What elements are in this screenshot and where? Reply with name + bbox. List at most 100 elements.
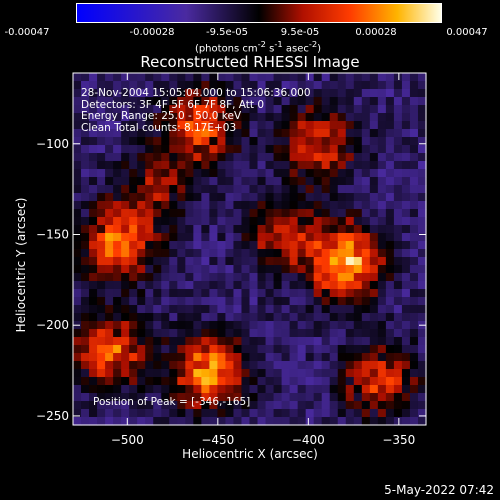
heatmap-cell xyxy=(185,345,194,354)
heatmap-cell xyxy=(177,385,186,394)
heatmap-cell xyxy=(377,273,387,282)
heatmap-cell xyxy=(209,137,219,146)
heatmap-cell xyxy=(369,257,379,266)
heatmap-cell xyxy=(137,209,146,218)
heatmap-cell xyxy=(185,257,194,266)
heatmap-cell xyxy=(201,337,210,346)
heatmap-cell xyxy=(113,129,122,138)
heatmap-cell xyxy=(201,193,210,202)
heatmap-cell xyxy=(73,169,82,178)
heatmap-cell xyxy=(73,81,82,90)
heatmap-cell xyxy=(297,377,307,386)
heatmap-cell xyxy=(369,185,379,194)
heatmap-cell xyxy=(257,385,267,394)
heatmap-cell xyxy=(161,321,170,330)
heatmap-cell xyxy=(177,129,186,138)
heatmap-cell xyxy=(153,265,162,274)
heatmap-cell xyxy=(137,377,146,386)
colorbar-tick-label: 9.5e-05 xyxy=(280,27,320,38)
heatmap-cell xyxy=(137,329,146,338)
heatmap-cell xyxy=(393,321,403,330)
heatmap-cell xyxy=(401,409,411,418)
heatmap-cell xyxy=(377,185,387,194)
heatmap-cell xyxy=(393,137,403,146)
heatmap-cell xyxy=(185,153,194,162)
annotation-time: 28-Nov-2004 15:05:04.000 to 15:06:36.000 xyxy=(81,87,311,99)
heatmap-cell xyxy=(377,121,387,130)
heatmap-cell xyxy=(105,385,114,394)
heatmap-cell xyxy=(289,201,299,210)
heatmap-cell xyxy=(145,265,154,274)
heatmap-cell xyxy=(177,249,186,258)
heatmap-cell xyxy=(273,377,283,386)
heatmap-cell xyxy=(129,97,138,106)
annotation-peak: Position of Peak = [-346,-165] xyxy=(93,396,251,408)
heatmap-cell xyxy=(393,361,403,370)
heatmap-cell xyxy=(177,113,186,122)
heatmap-cell xyxy=(177,201,186,210)
heatmap-cell xyxy=(193,145,202,154)
heatmap-cell xyxy=(153,137,162,146)
heatmap-cell xyxy=(321,329,331,338)
heatmap-cell xyxy=(385,369,395,378)
heatmap-cell xyxy=(297,361,307,370)
heatmap-cell xyxy=(73,385,82,394)
heatmap-cell xyxy=(281,185,291,194)
heatmap-cell xyxy=(353,361,363,370)
heatmap-cell xyxy=(273,89,283,98)
heatmap-cell xyxy=(217,145,227,154)
heatmap-cell xyxy=(145,209,154,218)
heatmap-cell xyxy=(393,385,403,394)
heatmap-cell xyxy=(353,241,363,250)
heatmap-cell xyxy=(265,129,275,138)
heatmap-cell xyxy=(265,121,275,130)
heatmap-cell xyxy=(337,137,347,146)
heatmap-cell xyxy=(329,281,339,290)
heatmap-cell xyxy=(105,401,114,410)
heatmap-cell xyxy=(185,113,194,122)
heatmap-cell xyxy=(233,89,243,98)
heatmap-cell xyxy=(145,201,154,210)
heatmap-cell xyxy=(145,153,154,162)
heatmap-cell xyxy=(337,129,347,138)
heatmap-cell xyxy=(233,361,243,370)
heatmap-cell xyxy=(393,89,403,98)
heatmap-cell xyxy=(81,193,90,202)
heatmap-cell xyxy=(249,289,259,298)
heatmap-cell xyxy=(153,273,162,282)
heatmap-cell xyxy=(177,337,186,346)
heatmap-cell xyxy=(97,129,106,138)
heatmap-cell xyxy=(161,233,170,242)
heatmap-cell xyxy=(313,329,323,338)
heatmap-cell xyxy=(97,337,106,346)
heatmap-cell xyxy=(129,169,138,178)
heatmap-cell xyxy=(305,417,315,426)
heatmap-cell xyxy=(305,401,315,410)
heatmap-cell xyxy=(73,281,82,290)
heatmap-cell xyxy=(169,241,178,250)
heatmap-cell xyxy=(81,73,90,82)
heatmap-cell xyxy=(257,417,267,426)
heatmap-cell xyxy=(209,249,219,258)
heatmap-cell xyxy=(353,193,363,202)
heatmap-cell xyxy=(305,337,315,346)
heatmap-cell xyxy=(97,161,106,170)
heatmap-cell xyxy=(177,417,186,426)
heatmap-cell xyxy=(177,193,186,202)
heatmap-cell xyxy=(233,345,243,354)
heatmap-cell xyxy=(409,417,419,426)
heatmap-cell xyxy=(153,377,162,386)
heatmap-cell xyxy=(161,353,170,362)
heatmap-cell xyxy=(289,177,299,186)
heatmap-cell xyxy=(377,193,387,202)
heatmap-cell xyxy=(273,321,283,330)
heatmap-cell xyxy=(369,377,379,386)
heatmap-cell xyxy=(233,153,243,162)
heatmap-cell xyxy=(265,329,275,338)
heatmap-cell xyxy=(233,305,243,314)
heatmap-cell xyxy=(121,161,130,170)
heatmap-cell xyxy=(273,289,283,298)
heatmap-cell xyxy=(225,97,235,106)
heatmap-cell xyxy=(137,313,146,322)
heatmap-cell xyxy=(121,321,130,330)
